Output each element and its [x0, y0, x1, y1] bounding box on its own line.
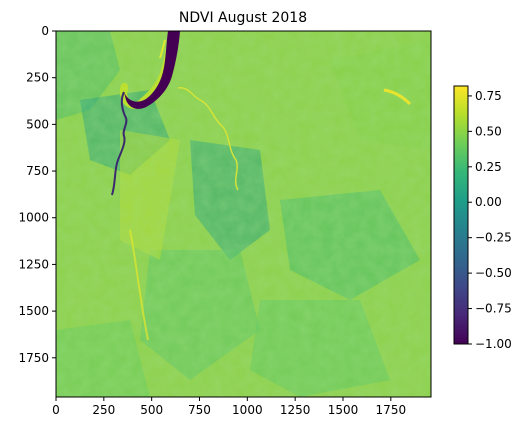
x-tick-label: 250	[92, 403, 115, 417]
colorbar-tick-label: 0.50	[475, 124, 502, 138]
colorbar-tick-label: −0.75	[475, 302, 512, 316]
x-tick-label: 1000	[232, 403, 263, 417]
figure-title: NDVI August 2018	[179, 10, 307, 26]
y-tick-label: 500	[26, 117, 49, 131]
y-tick-label: 1250	[18, 257, 49, 271]
x-tick-label: 1500	[328, 403, 359, 417]
colorbar-tick-label: 0.25	[475, 160, 502, 174]
image-frame	[55, 30, 432, 398]
x-tick-label: 0	[52, 403, 60, 417]
y-tick-label: 250	[26, 71, 49, 85]
colorbar-tick-label: 0.00	[475, 195, 502, 209]
x-tick-label: 500	[140, 403, 163, 417]
ndvi-image	[56, 31, 431, 397]
tributary	[177, 87, 239, 191]
x-tick-label: 750	[188, 403, 211, 417]
x-axis: 0 250 500 750 1000 1250 1500 1750	[52, 397, 406, 417]
river-channel	[111, 91, 128, 196]
colorbar-tick-label: −0.50	[475, 266, 512, 280]
y-tick-label: 1000	[18, 211, 49, 225]
y-tick-label: 0	[41, 24, 49, 38]
colorbar-gradient	[454, 86, 468, 344]
river-water	[124, 31, 180, 109]
colorbar-tick-label: −0.25	[475, 231, 512, 245]
y-axis: 0 250 500 750 1000 1250 1500 1750	[18, 24, 56, 365]
colorbar-ticks: 0.75 0.50 0.25 0.00 −0.25 −0.50 −0.75 −1.00	[468, 89, 512, 351]
x-tick-label: 1250	[280, 403, 311, 417]
colorbar: 0.75 0.50 0.25 0.00 −0.25 −0.50 −0.75 −1.00	[453, 85, 512, 351]
x-tick-label: 1750	[376, 403, 407, 417]
colorbar-tick-label: −1.00	[475, 337, 512, 351]
colorbar-frame	[453, 85, 469, 345]
y-tick-label: 1500	[18, 304, 49, 318]
y-tick-label: 750	[26, 164, 49, 178]
y-tick-label: 1750	[18, 351, 49, 365]
colorbar-tick-label: 0.75	[475, 89, 502, 103]
